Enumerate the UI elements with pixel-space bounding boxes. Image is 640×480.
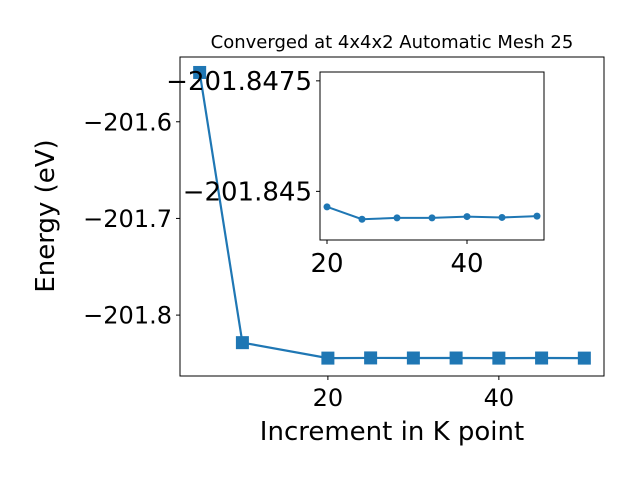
data-point bbox=[428, 214, 436, 222]
y-tick-label: −201.8475 bbox=[166, 67, 312, 97]
x-tick-label: 20 bbox=[310, 249, 343, 279]
data-point bbox=[358, 215, 366, 223]
x-tick-label: 20 bbox=[313, 384, 344, 412]
inset-plot-frame bbox=[319, 71, 545, 241]
data-point bbox=[364, 351, 378, 365]
data-point bbox=[498, 213, 506, 221]
y-tick-label: −201.6 bbox=[83, 108, 172, 136]
main-x-ticks: 20 40 bbox=[313, 376, 515, 412]
chart-title: Converged at 4x4x2 Automatic Mesh 25 bbox=[211, 32, 574, 53]
data-point bbox=[535, 351, 549, 365]
inset-y-ticks: −201.8475 −201.845 bbox=[166, 67, 320, 208]
data-point bbox=[533, 212, 541, 220]
data-point bbox=[323, 203, 331, 211]
main-y-ticks: −201.6 −201.7 −201.8 bbox=[83, 108, 180, 330]
inset-x-ticks: 20 40 bbox=[310, 240, 484, 279]
x-tick-label: 40 bbox=[450, 249, 483, 279]
y-tick-label: −201.7 bbox=[83, 205, 172, 233]
x-tick-label: 40 bbox=[484, 384, 515, 412]
main-plot-frame bbox=[179, 56, 605, 377]
data-point bbox=[463, 213, 471, 221]
data-point bbox=[406, 351, 420, 365]
inset-series bbox=[323, 203, 541, 223]
data-point bbox=[577, 351, 591, 365]
inset-axes: −201.8475−201.845 20 40 bbox=[166, 67, 545, 279]
main-series bbox=[193, 65, 591, 365]
data-point bbox=[193, 65, 207, 79]
data-point bbox=[321, 351, 335, 365]
inset-plot-background bbox=[320, 72, 544, 240]
data-point bbox=[235, 336, 249, 350]
y-tick-label: −201.8 bbox=[83, 302, 172, 330]
data-point bbox=[393, 214, 401, 222]
data-point bbox=[449, 351, 463, 365]
x-axis-label: Increment in K point bbox=[260, 417, 524, 447]
data-point bbox=[492, 351, 506, 365]
y-tick-label: −201.845 bbox=[183, 178, 312, 208]
main-axes: −201.6−201.7−201.8 20 40 Converged at 4x4… bbox=[31, 32, 605, 447]
y-axis-label: Energy (eV) bbox=[31, 139, 61, 292]
